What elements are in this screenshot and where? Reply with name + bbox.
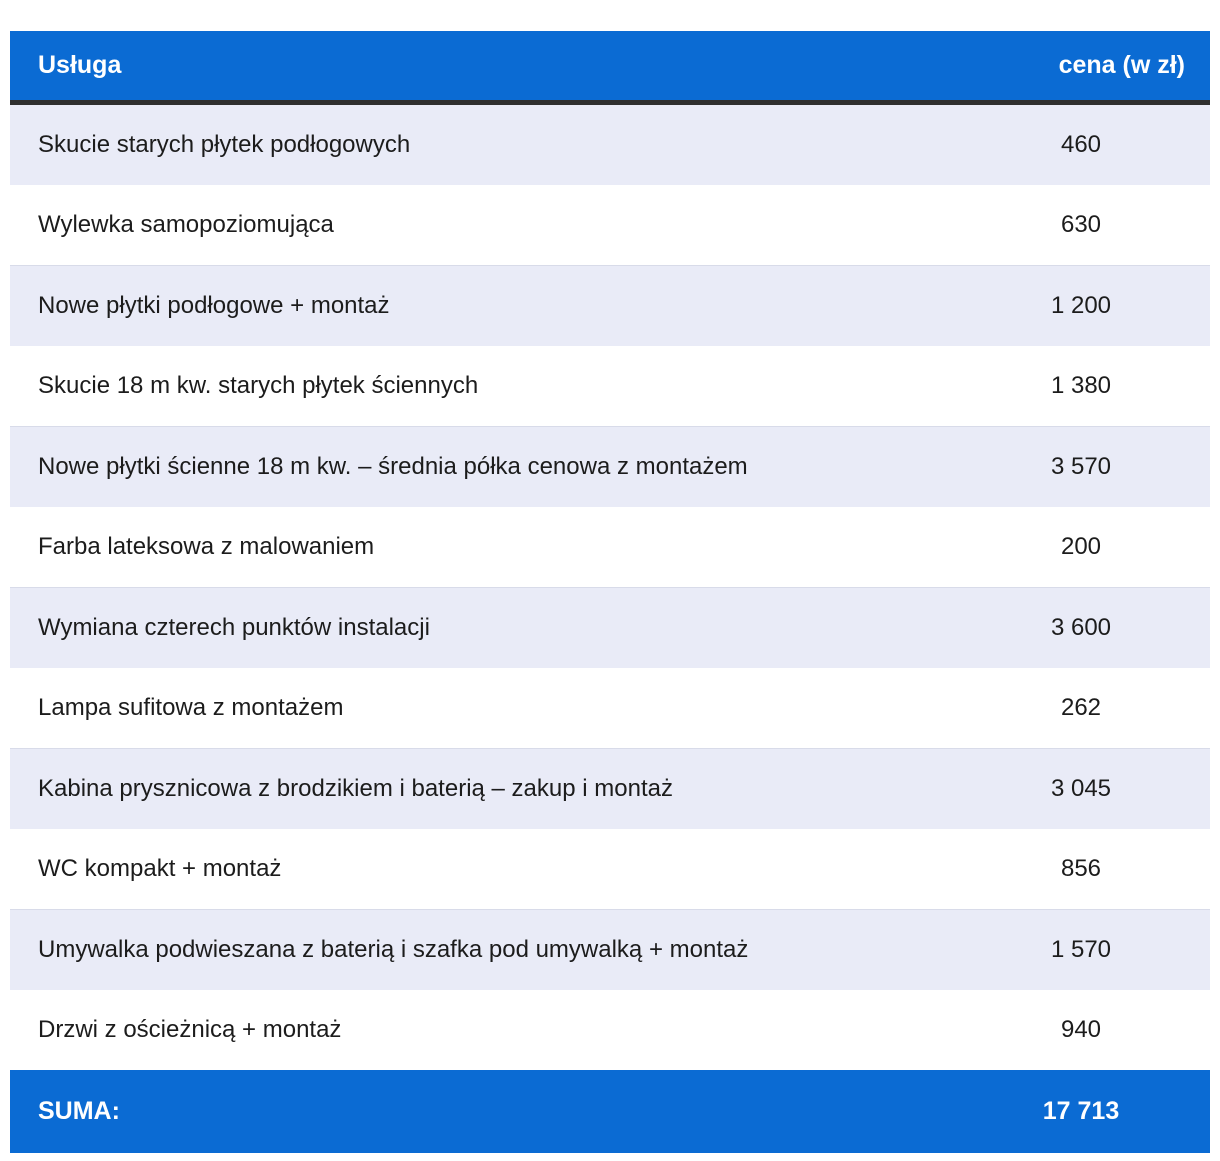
price-cell: 1 380 xyxy=(977,346,1210,427)
price-cell: 200 xyxy=(977,507,1210,588)
header-row: Usługa cena (w zł) xyxy=(10,31,1210,105)
service-cell: Wylewka samopoziomująca xyxy=(10,185,977,266)
table-row: Wylewka samopoziomująca 630 xyxy=(10,185,1210,266)
price-cell: 1 200 xyxy=(977,265,1210,346)
table-row: Wymiana czterech punktów instalacji 3 60… xyxy=(10,587,1210,668)
service-cell: Drzwi z ościeżnicą + montaż xyxy=(10,990,977,1070)
service-cell: Umywalka podwieszana z baterią i szafka … xyxy=(10,909,977,990)
table-row: Nowe płytki podłogowe + montaż 1 200 xyxy=(10,265,1210,346)
header-cell-service: Usługa xyxy=(10,31,977,105)
service-cell: Farba lateksowa z malowaniem xyxy=(10,507,977,588)
table-row: Skucie 18 m kw. starych płytek ściennych… xyxy=(10,346,1210,427)
price-cell: 3 045 xyxy=(977,748,1210,829)
service-cell: Lampa sufitowa z montażem xyxy=(10,668,977,749)
price-cell: 3 600 xyxy=(977,587,1210,668)
service-cell: Nowe płytki ścienne 18 m kw. – średnia p… xyxy=(10,426,977,507)
service-cell: Skucie 18 m kw. starych płytek ściennych xyxy=(10,346,977,427)
price-cell: 630 xyxy=(977,185,1210,266)
cost-table: Usługa cena (w zł) Skucie starych płytek… xyxy=(10,31,1210,1153)
price-cell: 3 570 xyxy=(977,426,1210,507)
price-cell: 1 570 xyxy=(977,909,1210,990)
table-row: Drzwi z ościeżnicą + montaż 940 xyxy=(10,990,1210,1070)
service-cell: Skucie starych płytek podłogowych xyxy=(10,102,977,185)
sum-value: 17 713 xyxy=(977,1070,1210,1153)
table-row: Umywalka podwieszana z baterią i szafka … xyxy=(10,909,1210,990)
price-cell: 856 xyxy=(977,829,1210,910)
table-row: WC kompakt + montaż 856 xyxy=(10,829,1210,910)
sum-label: SUMA: xyxy=(10,1070,977,1153)
page: Usługa cena (w zł) Skucie starych płytek… xyxy=(10,31,1210,1153)
price-cell: 940 xyxy=(977,990,1210,1070)
table-row: Farba lateksowa z malowaniem 200 xyxy=(10,507,1210,588)
service-cell: Wymiana czterech punktów instalacji xyxy=(10,587,977,668)
table-row: Nowe płytki ścienne 18 m kw. – średnia p… xyxy=(10,426,1210,507)
service-cell: Nowe płytki podłogowe + montaż xyxy=(10,265,977,346)
table-body: Skucie starych płytek podłogowych 460 Wy… xyxy=(10,102,1210,1070)
price-cell: 460 xyxy=(977,102,1210,185)
sum-row: SUMA: 17 713 xyxy=(10,1070,1210,1153)
table-header: Usługa cena (w zł) xyxy=(10,31,1210,105)
header-cell-price: cena (w zł) xyxy=(977,31,1210,105)
service-cell: Kabina prysznicowa z brodzikiem i bateri… xyxy=(10,748,977,829)
table-footer: SUMA: 17 713 xyxy=(10,1070,1210,1153)
service-cell: WC kompakt + montaż xyxy=(10,829,977,910)
price-cell: 262 xyxy=(977,668,1210,749)
table-row: Lampa sufitowa z montażem 262 xyxy=(10,668,1210,749)
table-row: Skucie starych płytek podłogowych 460 xyxy=(10,102,1210,185)
table-row: Kabina prysznicowa z brodzikiem i bateri… xyxy=(10,748,1210,829)
